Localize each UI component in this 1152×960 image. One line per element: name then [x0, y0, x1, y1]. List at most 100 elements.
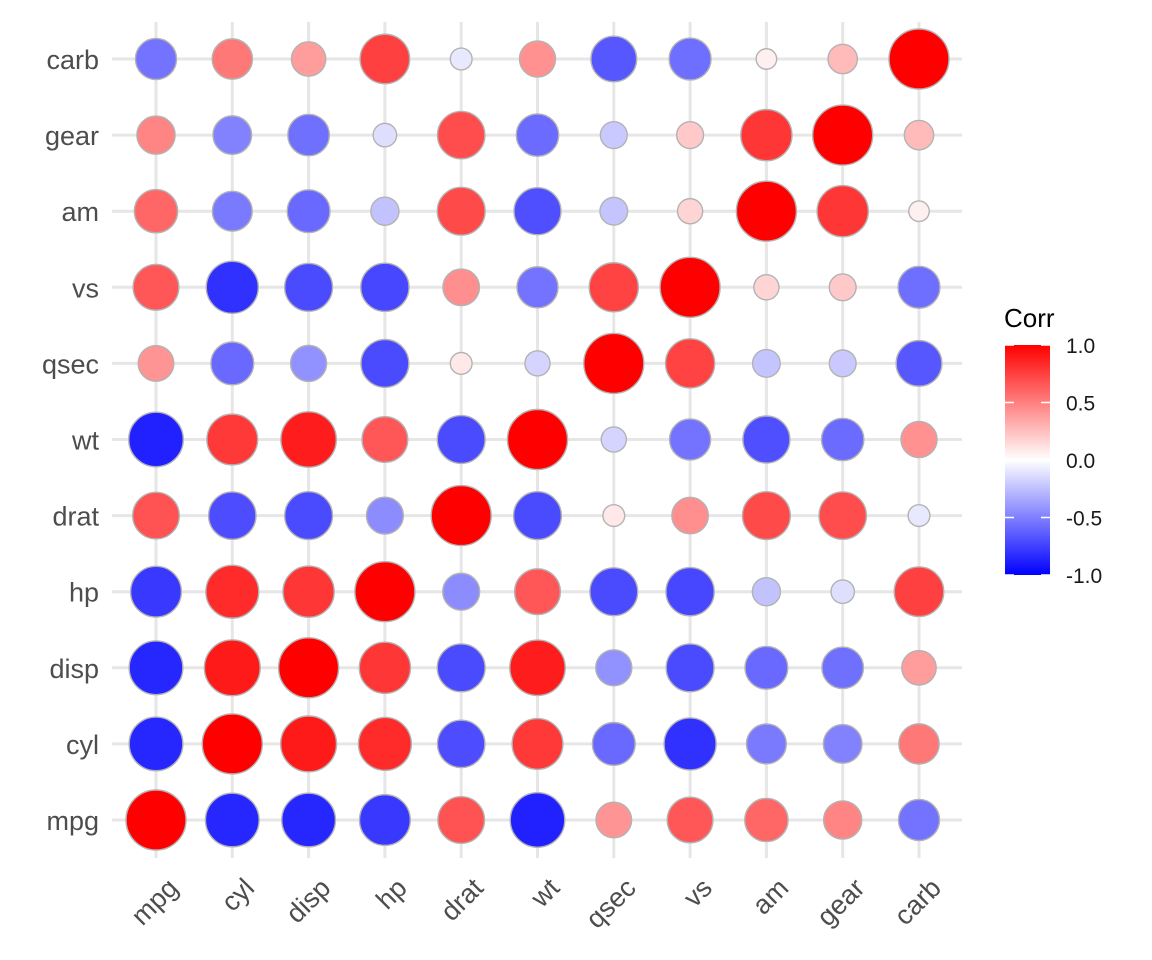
x-tick-label-am: am: [746, 873, 794, 921]
corr-cell-wt-disp: [280, 411, 337, 468]
corr-cell-mpg-qsec: [595, 801, 633, 839]
corr-cell-cyl-mpg: [128, 716, 184, 772]
corr-cell-am-hp: [370, 196, 400, 226]
x-tick-label-carb: carb: [888, 873, 946, 931]
corr-cell-wt-vs: [668, 418, 712, 461]
corr-cell-gear-drat: [436, 110, 486, 160]
corr-cell-disp-carb: [901, 649, 937, 686]
corr-cell-wt-am: [742, 415, 791, 464]
corr-cell-cyl-qsec: [591, 721, 636, 766]
x-axis-labels: mpg cyl disp hp drat wt qsec vs am gear carb: [125, 872, 946, 934]
corr-cell-cyl-wt: [511, 717, 564, 770]
corr-cell-drat-wt: [512, 490, 563, 541]
corr-cell-wt-mpg: [128, 411, 184, 468]
corr-cell-am-drat: [436, 186, 486, 236]
corr-cell-carb-wt: [518, 40, 557, 78]
corr-cell-hp-mpg: [129, 565, 183, 618]
corr-cell-mpg-disp: [281, 792, 337, 848]
legend-ticks: 1.0 0.5 0.0 -0.5 -1.0: [1005, 335, 1102, 588]
corr-cell-gear-am: [740, 108, 793, 162]
y-tick-label-qsec: qsec: [42, 349, 99, 379]
corr-cell-am-am: [735, 180, 798, 242]
corr-cell-carb-disp: [290, 41, 327, 77]
corr-cell-disp-vs: [665, 643, 715, 693]
x-tick-label-mpg: mpg: [125, 873, 183, 931]
corr-cell-qsec-hp: [360, 338, 410, 389]
corr-cell-vs-qsec: [588, 262, 640, 313]
corr-cell-carb-carb: [888, 28, 950, 90]
corr-cell-hp-cyl: [205, 564, 260, 619]
corr-cell-cyl-carb: [898, 723, 940, 765]
y-tick-label-mpg: mpg: [46, 806, 99, 836]
corr-cell-cyl-gear: [822, 723, 863, 764]
corr-cell-hp-hp: [354, 561, 416, 623]
corr-cell-cyl-vs: [663, 717, 717, 771]
corr-cell-qsec-vs: [664, 338, 716, 389]
corr-cell-drat-vs: [671, 496, 710, 535]
corr-cell-gear-cyl: [212, 115, 253, 156]
corr-cell-gear-wt: [515, 113, 560, 157]
corr-cell-vs-carb: [897, 265, 941, 309]
corr-cell-hp-gear: [830, 579, 856, 605]
corr-cell-carb-hp: [359, 33, 411, 85]
corr-cell-mpg-carb: [897, 798, 941, 842]
corr-cell-disp-cyl: [203, 639, 261, 697]
corr-cell-gear-mpg: [136, 115, 176, 155]
corr-cell-disp-wt: [509, 639, 566, 697]
corr-cell-qsec-carb: [895, 339, 943, 387]
y-axis-labels: mpg cyl disp hp drat wt qsec vs am gear carb: [42, 45, 100, 836]
corr-cell-hp-wt: [513, 568, 562, 616]
corr-cell-wt-wt: [506, 408, 569, 471]
x-tick-label-cyl: cyl: [216, 873, 261, 918]
y-tick-label-cyl: cyl: [66, 730, 99, 760]
corr-cell-vs-vs: [659, 256, 721, 318]
legend-tick-label: -0.5: [1066, 508, 1102, 531]
corr-cell-carb-qsec: [590, 35, 638, 83]
corr-cell-cyl-drat: [436, 719, 486, 769]
corr-cell-gear-hp: [372, 122, 398, 148]
corr-cell-carb-vs: [668, 37, 712, 81]
y-tick-label-hp: hp: [69, 578, 99, 608]
x-tick-label-drat: drat: [435, 872, 489, 926]
corr-cell-am-qsec: [599, 196, 629, 226]
corr-cell-cyl-am: [745, 723, 788, 765]
corr-cell-qsec-wt: [524, 350, 551, 377]
legend-tick-label: 1.0: [1066, 335, 1095, 358]
corr-cell-cyl-cyl: [201, 713, 264, 775]
x-tick-label-gear: gear: [811, 873, 870, 932]
corr-cell-vs-am: [753, 274, 780, 301]
corr-cell-qsec-mpg: [137, 344, 175, 382]
corr-cell-qsec-disp: [289, 344, 328, 383]
corr-cell-hp-disp: [282, 565, 335, 618]
corr-cell-vs-drat: [442, 268, 481, 307]
corr-cell-vs-disp: [283, 262, 334, 312]
corr-cell-cyl-hp: [357, 716, 413, 772]
corr-cell-wt-cyl: [206, 413, 259, 466]
corr-cell-gear-carb: [903, 119, 935, 151]
corr-cell-cyl-disp: [280, 715, 338, 773]
corr-cell-vs-hp: [360, 262, 410, 313]
corr-cell-am-carb: [908, 200, 930, 223]
corr-cell-qsec-qsec: [583, 332, 645, 395]
x-tick-label-hp: hp: [370, 873, 412, 915]
corr-cell-qsec-cyl: [210, 341, 255, 386]
corr-cell-qsec-gear: [828, 349, 857, 378]
corr-cell-disp-mpg: [128, 640, 184, 696]
corr-cell-hp-vs: [665, 566, 715, 617]
corr-cell-wt-gear: [820, 417, 865, 462]
corr-cell-disp-hp: [358, 641, 412, 695]
x-tick-label-wt: wt: [524, 872, 565, 913]
x-tick-label-vs: vs: [678, 873, 718, 913]
legend: Corr 1.0 0.5 0.0 -0.5 -1.0: [1004, 303, 1102, 588]
y-tick-label-gear: gear: [45, 121, 99, 151]
corr-cell-drat-qsec: [602, 504, 626, 528]
corr-cell-am-disp: [286, 189, 331, 234]
corr-cell-drat-cyl: [207, 491, 257, 540]
corr-cell-vs-cyl: [205, 260, 260, 315]
corr-cell-gear-gear: [812, 104, 874, 166]
corr-cell-disp-drat: [436, 643, 486, 693]
x-tick-label-disp: disp: [280, 873, 336, 929]
corr-cell-gear-vs: [675, 120, 705, 150]
corr-cell-disp-am: [744, 645, 789, 690]
corr-cell-am-wt: [513, 187, 562, 236]
